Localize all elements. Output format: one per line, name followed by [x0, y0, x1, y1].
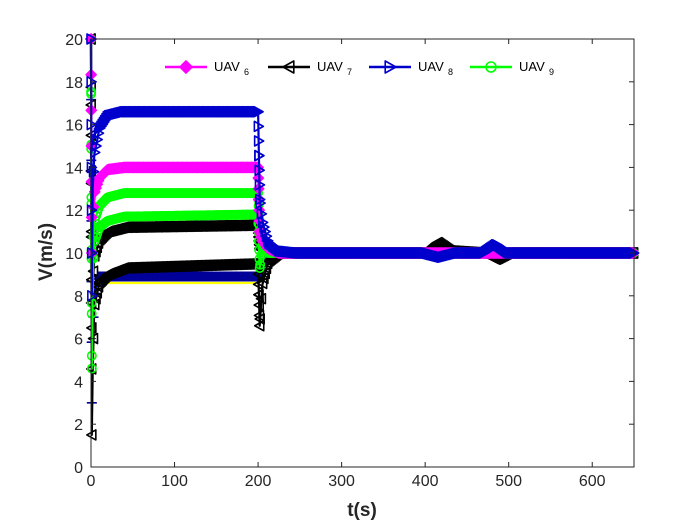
y-tick-label: 18 — [65, 75, 83, 92]
y-axis-label: V(m/s) — [36, 223, 57, 281]
plot-area — [85, 33, 640, 441]
series-marker — [253, 299, 264, 311]
series-marker — [253, 288, 264, 301]
series-marker — [87, 290, 98, 302]
series-marker — [259, 221, 270, 233]
y-tick-label: 16 — [65, 118, 83, 135]
series-marker — [254, 262, 265, 273]
y-tick-label: 2 — [74, 417, 83, 434]
series-marker — [86, 161, 98, 174]
legend-label: UAV — [519, 59, 545, 74]
series-marker — [86, 118, 98, 131]
x-tick-label: 0 — [87, 473, 96, 490]
series-marker — [86, 76, 97, 88]
series-marker — [253, 120, 265, 133]
series-marker — [256, 207, 268, 220]
legend-marker-circle-icon — [485, 61, 497, 73]
series-marker — [257, 216, 269, 229]
y-tick-label: 10 — [65, 246, 83, 263]
series-marker — [253, 105, 264, 118]
series-uav8-7 — [86, 33, 640, 302]
legend-subscript: 9 — [549, 67, 554, 77]
series-marker — [253, 135, 265, 147]
legend-item-uav8: UAV 8 — [369, 59, 453, 77]
y-tick-label: 14 — [65, 160, 83, 177]
legend-label: UAV — [418, 59, 444, 74]
series-marker — [254, 179, 266, 191]
x-tick-label: 100 — [161, 473, 188, 490]
x-tick-label: 600 — [579, 473, 606, 490]
series-marker — [88, 231, 99, 242]
legend-label: UAV — [214, 59, 240, 74]
series-marker — [252, 278, 264, 291]
series-marker — [254, 149, 265, 162]
legend-subscript: 7 — [347, 67, 352, 77]
series-marker — [86, 204, 98, 216]
series-marker — [253, 319, 265, 332]
y-tick-label: 20 — [65, 32, 83, 49]
x-tick-label: 300 — [328, 473, 355, 490]
y-tick-label: 12 — [65, 203, 83, 220]
y-tick-label: 4 — [74, 374, 83, 391]
series-marker — [260, 225, 271, 238]
y-tick-label: 6 — [74, 332, 83, 349]
series-marker — [254, 164, 265, 177]
axes: 0 100 200 300 400 500 600 0 2 4 6 8 10 12 14 16 18 20 — [65, 32, 635, 490]
legend-marker-triangle-left-icon — [282, 60, 295, 74]
legend-item-uav7: UAV 7 — [268, 59, 352, 77]
series-marker — [86, 247, 98, 259]
legend-subscript: 8 — [448, 67, 453, 77]
series-marker — [254, 193, 266, 206]
legend-marker-diamond-icon — [179, 60, 193, 74]
series-marker — [253, 309, 265, 322]
series-marker — [86, 363, 97, 374]
series-marker — [86, 350, 97, 361]
x-tick-label: 500 — [495, 473, 522, 490]
legend-subscript: 6 — [244, 67, 249, 77]
y-tick-label: 0 — [74, 460, 83, 477]
x-tick-label: 400 — [412, 473, 439, 490]
legend-label: UAV — [317, 59, 343, 74]
legend-item-uav6: UAV 6 — [165, 59, 249, 77]
legend-marker-triangle-right-icon — [384, 60, 397, 74]
x-tick-label: 200 — [245, 473, 272, 490]
legend-item-uav9: UAV 9 — [470, 59, 554, 77]
legend: UAV 6 UAV 7 UAV 8 UAV 9 — [165, 59, 554, 77]
y-tick-label: 8 — [74, 289, 83, 306]
x-axis-label: t(s) — [347, 500, 377, 521]
